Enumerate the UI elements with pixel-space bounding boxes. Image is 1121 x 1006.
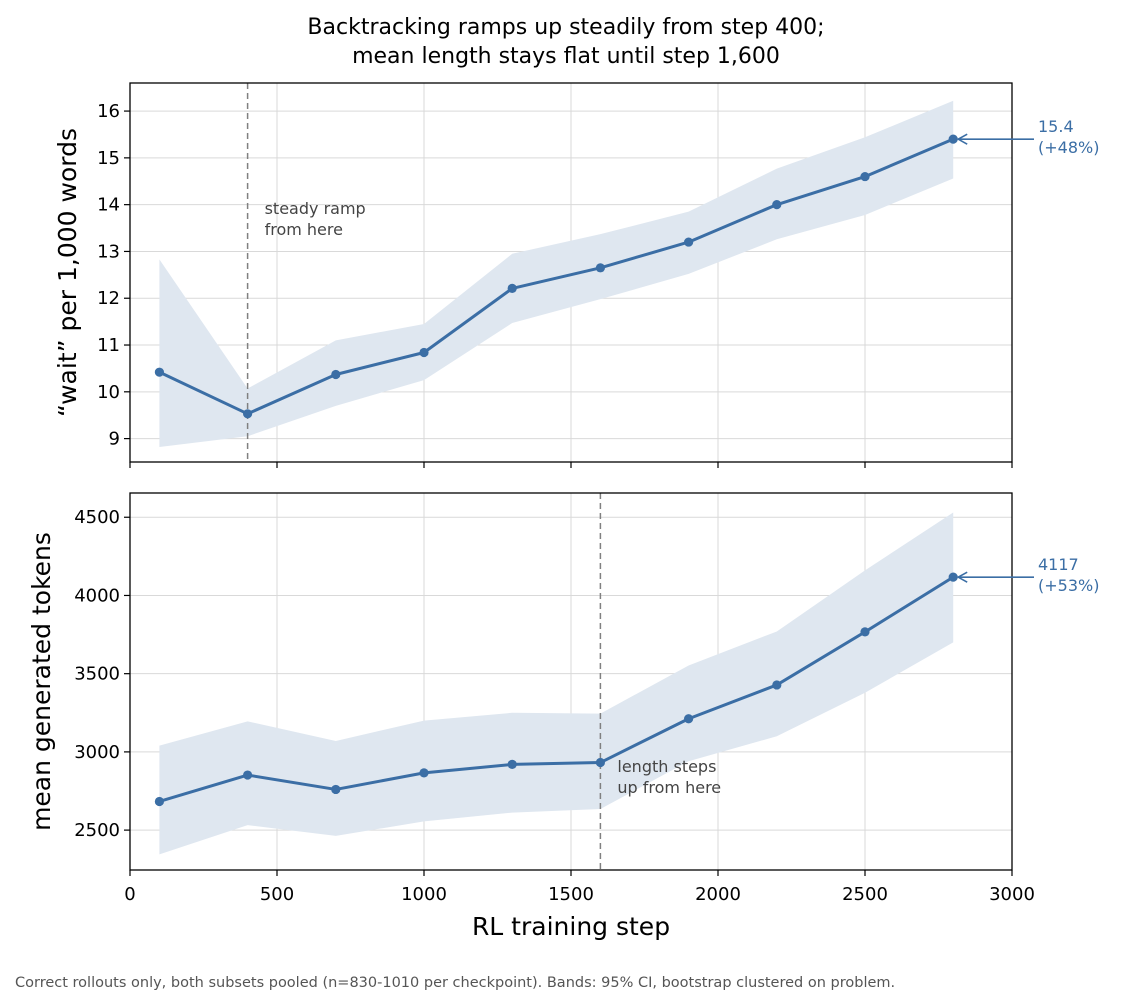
footnote: Correct rollouts only, both subsets pool… — [15, 975, 895, 991]
data-point — [772, 200, 782, 210]
data-point — [154, 796, 164, 807]
end-label-value: 4117 — [1038, 555, 1079, 574]
y-tick-label: 3000 — [74, 742, 120, 763]
y-tick-label: 3500 — [74, 664, 120, 685]
y-tick-label: 10 — [97, 382, 120, 403]
end-label-arrowhead — [956, 571, 968, 583]
y-tick-label: 12 — [97, 288, 120, 309]
data-point — [860, 171, 870, 182]
data-point — [860, 627, 870, 637]
y-axis-label: mean generated tokens — [27, 532, 56, 831]
y-tick-label: 9 — [109, 429, 120, 450]
data-point — [684, 237, 694, 247]
data-point — [772, 680, 782, 690]
y-tick-label: 13 — [97, 241, 120, 262]
annotation-line1: length steps — [617, 757, 716, 776]
data-point — [331, 369, 341, 380]
data-point — [595, 757, 606, 768]
y-tick-label: 16 — [97, 101, 120, 122]
data-point — [243, 770, 253, 780]
confidence-band — [159, 100, 954, 448]
data-point — [595, 263, 606, 273]
y-axis-label: “wait” per 1,000 words — [53, 128, 82, 417]
end-label-value: 15.4 — [1038, 117, 1074, 136]
x-tick-label: 0 — [124, 884, 135, 905]
data-point — [419, 768, 429, 778]
panel-wait-rate: 9 10 11 12 13 14 15 16 steady ramp from here 15.4 (… — [53, 82, 1099, 468]
y-tick-label: 4000 — [74, 585, 120, 606]
y-tick-label: 11 — [97, 335, 120, 356]
x-tick-label: 3000 — [989, 884, 1035, 905]
y-tick-label: 2500 — [74, 820, 120, 841]
data-point — [507, 283, 517, 294]
data-point — [948, 572, 958, 582]
chart-title-line1: Backtracking ramps up steadily from step… — [307, 15, 824, 40]
y-tick-label: 15 — [97, 148, 120, 169]
end-label-change: (+48%) — [1038, 138, 1099, 157]
x-tick-label: 2500 — [842, 884, 888, 905]
panel-generated-tokens: 2500 3000 3500 4000 4500 0 500 1000 1500 2000 2500… — [27, 492, 1099, 941]
x-tick-label: 500 — [260, 884, 294, 905]
annotation-line1: steady ramp — [265, 199, 366, 218]
end-label-change: (+53%) — [1038, 576, 1099, 595]
x-axis-label: RL training step — [472, 912, 670, 941]
confidence-band — [159, 512, 954, 855]
data-point — [948, 134, 958, 144]
y-tick-label: 4500 — [74, 507, 120, 528]
series-line — [158, 137, 954, 416]
data-point — [331, 784, 341, 795]
series-line — [158, 575, 954, 803]
end-label-arrowhead — [956, 133, 968, 145]
data-point — [419, 347, 429, 358]
annotation-line2: up from here — [617, 778, 721, 797]
data-point — [243, 409, 253, 419]
data-point — [684, 714, 694, 724]
data-point — [154, 367, 164, 377]
x-tick-label: 2000 — [695, 884, 741, 905]
data-point — [507, 759, 517, 770]
chart-title-line2: mean length stays flat until step 1,600 — [352, 44, 780, 69]
x-tick-label: 1500 — [548, 884, 594, 905]
x-tick-label: 1000 — [401, 884, 447, 905]
annotation-line2: from here — [265, 220, 343, 239]
y-tick-label: 14 — [97, 195, 120, 216]
